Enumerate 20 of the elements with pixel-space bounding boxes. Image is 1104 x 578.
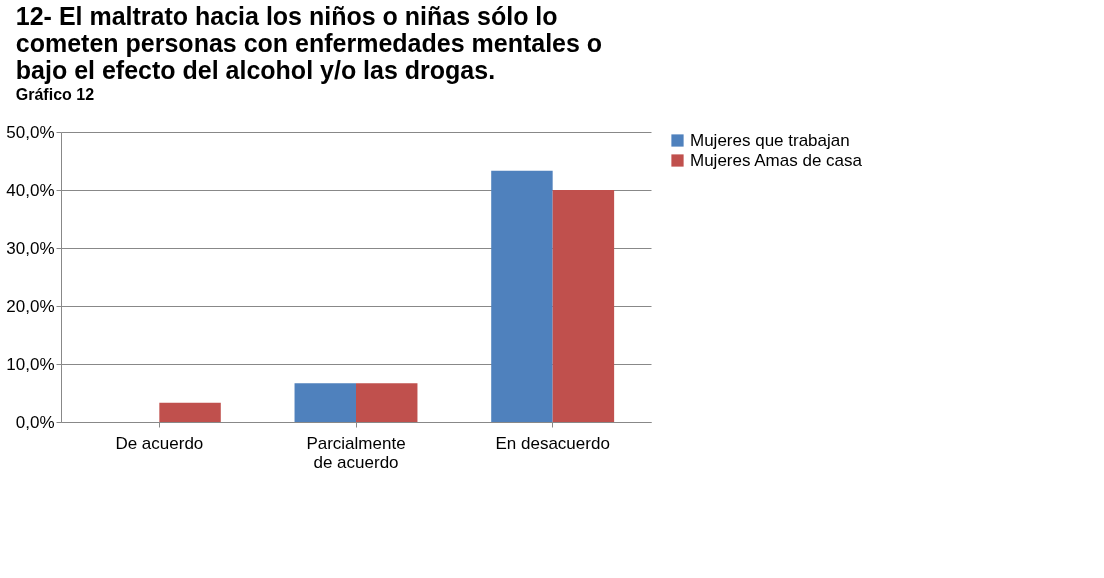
bar [159, 402, 221, 422]
bar [552, 190, 615, 422]
y-tick-label: 20,0% [6, 296, 55, 316]
text: cometen personas con enfermedades mentales o [15, 29, 603, 57]
y-tick-label: 50,0% [6, 122, 55, 142]
bar [491, 170, 553, 422]
x-tick-label: Parcialmente de acuerdo [306, 433, 406, 472]
x-tick-label: En desacuerdo [495, 433, 610, 453]
x-tick-label: De acuerdo [115, 433, 204, 453]
text: Gráfico 12 [15, 86, 95, 103]
y-tick-label: 40,0% [6, 180, 55, 200]
legend-label: Mujeres que trabajan [690, 130, 850, 150]
text: 12- El maltrato hacia los niños o niñas sólo lo [15, 2, 558, 30]
y-tick-label: 0,0% [15, 412, 55, 432]
text: bajo el efecto del alcohol y/o las drogas. [15, 56, 496, 84]
bar [294, 383, 356, 422]
legend-label: Mujeres Amas de casa [690, 150, 863, 170]
y-tick-label: 30,0% [6, 238, 55, 258]
y-tick-label: 10,0% [6, 354, 55, 374]
bar [356, 383, 418, 422]
